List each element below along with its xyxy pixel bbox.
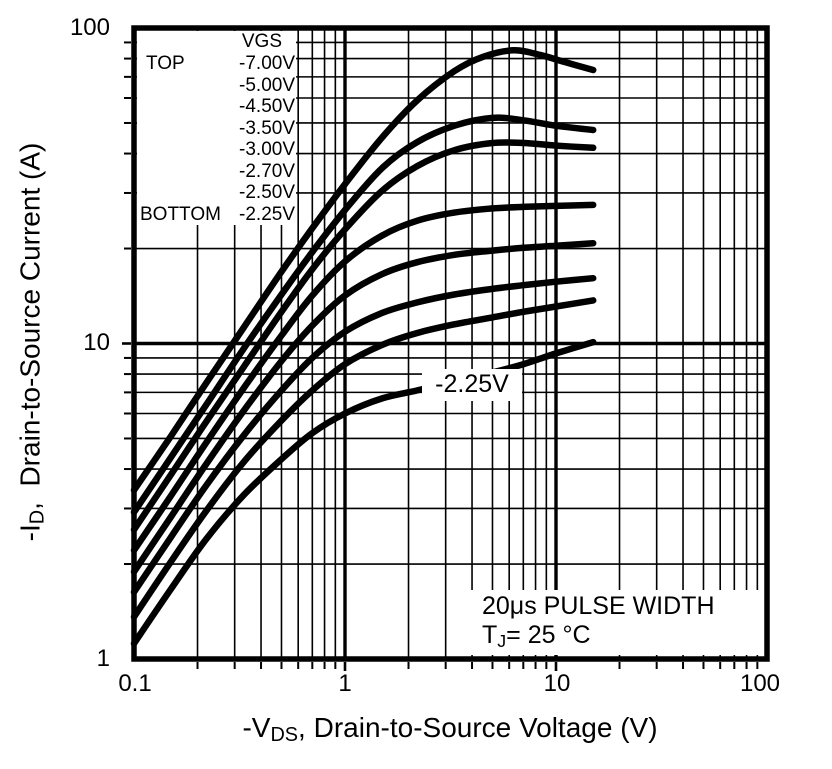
test-conditions: 20μs PULSE WIDTH TJ= 25 °C <box>470 590 764 655</box>
curve-vgs--7.00V <box>130 47 597 494</box>
plot-border <box>131 25 770 662</box>
y-axis-title-sub: D <box>26 509 49 525</box>
y-tick-100: 100 <box>69 14 110 41</box>
legend-value: -4.50V <box>239 96 295 117</box>
legend-value: -2.50V <box>239 182 295 203</box>
curve-vgs--4.50V <box>130 139 597 533</box>
x-tick-0p1: 0.1 <box>118 670 152 697</box>
curve-vgs--5.00V <box>130 114 597 516</box>
legend-value: -3.00V <box>239 139 295 160</box>
tj-post: = 25 °C <box>506 621 591 649</box>
y-axis-title: -ID, Drain-to-Source Current (A) <box>15 143 50 542</box>
x-axis-title: -VDS, Drain-to-Source Voltage (V) <box>242 712 657 747</box>
legend-value: -7.00V <box>239 53 295 74</box>
legend-value: -2.25V <box>239 203 295 225</box>
tj-sub: J <box>497 630 507 651</box>
legend-value: -2.70V <box>239 160 295 182</box>
x-axis-title-pre: -V <box>242 712 271 743</box>
pulse-width-note: 20μs PULSE WIDTH <box>482 592 715 620</box>
curve-vgs--2.50V <box>130 297 597 621</box>
junction-temp-note: TJ= 25 °C <box>482 621 591 652</box>
x-axis-title-post: , Drain-to-Source Voltage (V) <box>298 712 658 743</box>
legend-value: -3.50V <box>239 117 295 139</box>
y-tick-10: 10 <box>83 329 110 356</box>
curve-vgs--2.70V <box>130 274 597 596</box>
legend-value: -5.00V <box>239 74 295 96</box>
x-tick-100: 100 <box>739 670 781 697</box>
legend-top-marker: TOP <box>146 53 185 74</box>
x-axis-title-sub: DS <box>270 724 299 747</box>
x-tick-1: 1 <box>338 670 352 697</box>
curve-vgs--2.25V <box>130 338 597 647</box>
y-axis-title-pre: -I <box>14 524 46 542</box>
y-tick-1: 1 <box>96 645 110 672</box>
y-axis-title-post: , Drain-to-Source Current (A) <box>14 142 46 510</box>
curve-vgs--3.50V <box>130 201 597 554</box>
legend-bottom-marker: BOTTOM <box>140 203 221 225</box>
curve-vgs--3.00V <box>130 239 597 576</box>
tj-pre: T <box>482 621 498 649</box>
legend: VGS TOP BOTTOM -7.00V -5.00V -4.50V -3.5… <box>137 31 296 225</box>
curve-label-2p25: -2.25V <box>422 369 522 401</box>
legend-header: VGS <box>241 31 282 52</box>
x-tick-10: 10 <box>543 670 571 697</box>
